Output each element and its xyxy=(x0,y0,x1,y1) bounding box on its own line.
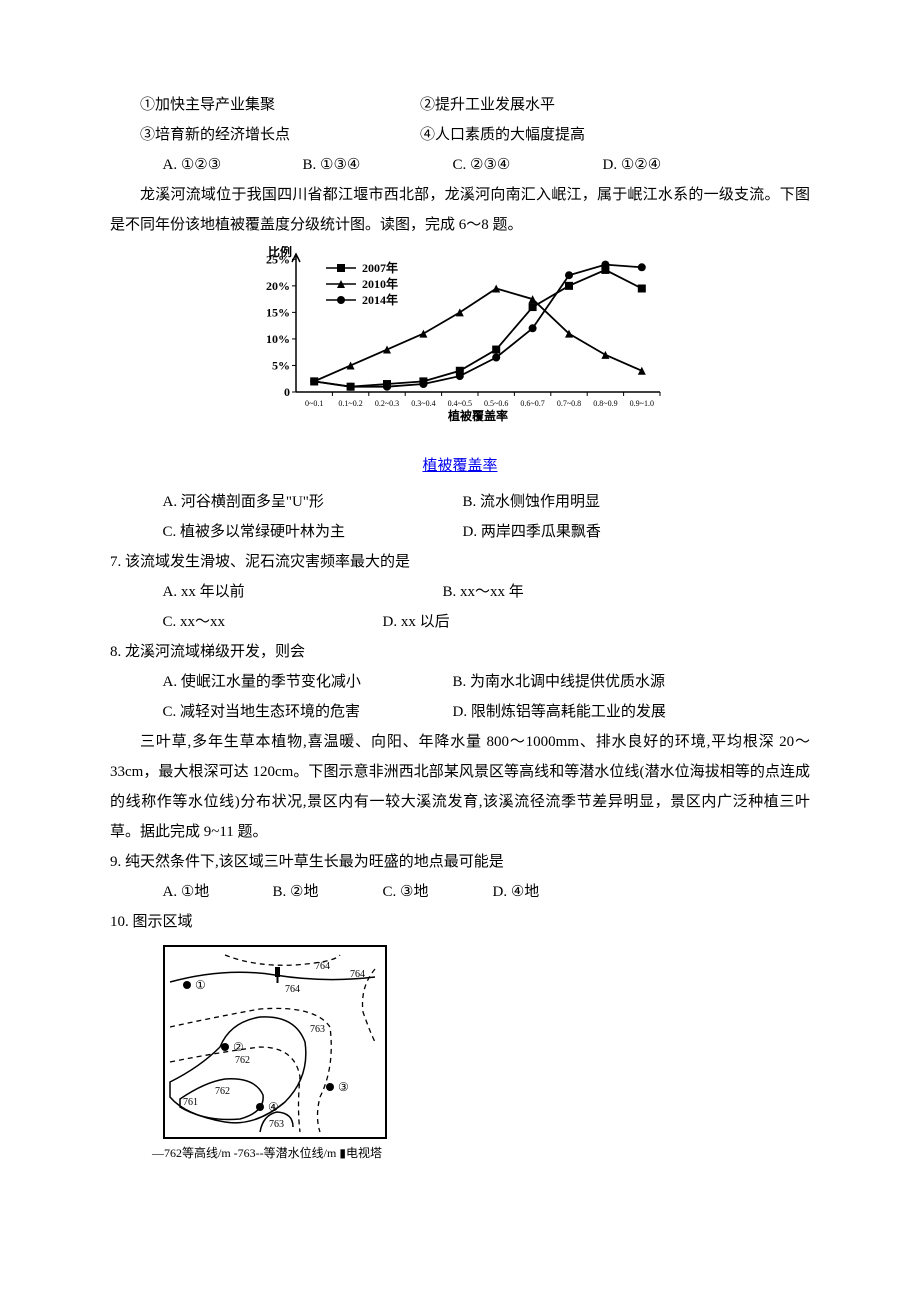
svg-text:5%: 5% xyxy=(272,358,290,372)
svg-text:0~0.1: 0~0.1 xyxy=(305,399,323,408)
q8-a: A. 使岷江水量的季节变化减小 xyxy=(163,667,453,697)
svg-text:15%: 15% xyxy=(266,305,290,319)
svg-text:①: ① xyxy=(195,978,206,992)
q6-a: A. 河谷横剖面多呈"U"形 xyxy=(163,487,463,517)
passage1: 龙溪河流域位于我国四川省都江堰市西北部，龙溪河向南汇入岷江，属于岷江水系的一级支… xyxy=(110,180,810,240)
q8-d: D. 限制炼铝等高耗能工业的发展 xyxy=(453,697,666,727)
svg-text:2007年: 2007年 xyxy=(362,260,398,275)
svg-text:②: ② xyxy=(233,1040,244,1054)
chart-svg: 比例05%10%15%20%25%0~0.10.1~0.20.2~0.30.3~… xyxy=(250,246,670,436)
q10-stem: 10. 图示区域 xyxy=(110,907,810,937)
svg-text:③: ③ xyxy=(338,1080,349,1094)
q8-row1: A. 使岷江水量的季节变化减小 B. 为南水北调中线提供优质水源 xyxy=(110,667,810,697)
svg-text:20%: 20% xyxy=(266,279,290,293)
q7-row2: C. xx～xx D. xx 以后 xyxy=(110,607,810,637)
q6-b: B. 流水侧蚀作用明显 xyxy=(463,487,601,517)
q8-c: C. 减轻对当地生态环境的危害 xyxy=(163,697,453,727)
q8-stem: 8. 龙溪河流域梯级开发，则会 xyxy=(110,637,810,667)
svg-text:764: 764 xyxy=(285,984,300,995)
q7-stem: 7. 该流域发生滑坡、泥石流灾害频率最大的是 xyxy=(110,547,810,577)
legend-dashed-label: 等潜水位线/m xyxy=(264,1146,337,1160)
svg-text:0.5~0.6: 0.5~0.6 xyxy=(484,399,508,408)
stem-opt-4: ④人口素质的大幅度提高 xyxy=(390,120,585,150)
svg-text:④: ④ xyxy=(268,1100,279,1114)
vegetation-chart: 比例05%10%15%20%25%0~0.10.1~0.20.2~0.30.3~… xyxy=(250,246,670,447)
opt-a: A. ①②③ xyxy=(163,150,303,180)
q6-row2: C. 植被多以常绿硬叶林为主 D. 两岸四季瓜果飘香 xyxy=(110,517,810,547)
chart-caption: 植被覆盖率 xyxy=(110,451,810,481)
q7-c: C. xx～xx xyxy=(163,607,383,637)
q9-stem: 9. 纯天然条件下,该区域三叶草生长最为旺盛的地点最可能是 xyxy=(110,847,810,877)
legend-solid-prefix: —762 xyxy=(152,1146,182,1160)
svg-text:762: 762 xyxy=(215,1086,230,1097)
q7-a: A. xx 年以前 xyxy=(163,577,443,607)
svg-text:0.9~1.0: 0.9~1.0 xyxy=(630,399,654,408)
stem-opt-1: ①加快主导产业集聚 xyxy=(110,90,390,120)
stem-options-row2: ③培育新的经济增长点 ④人口素质的大幅度提高 xyxy=(110,120,810,150)
stem-opt-3: ③培育新的经济增长点 xyxy=(110,120,390,150)
legend-dashed-prefix: -763-- xyxy=(234,1146,264,1160)
map-svg: 764 764 764 763 762 762 761 763 ① ② ③ ④ xyxy=(165,947,381,1133)
opt-d: D. ①②④ xyxy=(603,150,662,180)
tower-icon: ▮ xyxy=(339,1146,346,1160)
abcd-row: A. ①②③ B. ①③④ C. ②③④ D. ①②④ xyxy=(110,150,810,180)
stem-options-row1: ①加快主导产业集聚 ②提升工业发展水平 xyxy=(110,90,810,120)
svg-text:25%: 25% xyxy=(266,252,290,266)
svg-text:762: 762 xyxy=(235,1055,250,1066)
svg-text:763: 763 xyxy=(310,1024,325,1035)
svg-text:植被覆盖率: 植被覆盖率 xyxy=(447,408,508,423)
legend-solid-label: 等高线/m xyxy=(182,1146,231,1160)
q7-b: B. xx～xx 年 xyxy=(443,577,524,607)
svg-text:2010年: 2010年 xyxy=(362,276,398,291)
svg-text:0.6~0.7: 0.6~0.7 xyxy=(520,399,544,408)
q9-row: A. ①地 B. ②地 C. ③地 D. ④地 xyxy=(110,877,810,907)
svg-text:764: 764 xyxy=(315,961,330,972)
svg-text:763: 763 xyxy=(269,1119,284,1130)
q6-d: D. 两岸四季瓜果飘香 xyxy=(463,517,601,547)
q9-d: D. ④地 xyxy=(493,877,540,907)
q7-row1: A. xx 年以前 B. xx～xx 年 xyxy=(110,577,810,607)
passage2: 三叶草,多年生草本植物,喜温暖、向阳、年降水量 800～1000mm、排水良好的… xyxy=(110,727,810,847)
svg-text:2014年: 2014年 xyxy=(362,292,398,307)
svg-text:761: 761 xyxy=(183,1097,198,1108)
stem-opt-2: ②提升工业发展水平 xyxy=(390,90,555,120)
q6-row1: A. 河谷横剖面多呈"U"形 B. 流水侧蚀作用明显 xyxy=(110,487,810,517)
q9-b: B. ②地 xyxy=(273,877,383,907)
svg-text:0.3~0.4: 0.3~0.4 xyxy=(411,399,435,408)
svg-text:0.1~0.2: 0.1~0.2 xyxy=(338,399,362,408)
legend-tower-label: 电视塔 xyxy=(346,1146,382,1160)
svg-text:0.7~0.8: 0.7~0.8 xyxy=(557,399,581,408)
svg-text:0.8~0.9: 0.8~0.9 xyxy=(593,399,617,408)
opt-b: B. ①③④ xyxy=(303,150,453,180)
q9-a: A. ①地 xyxy=(163,877,273,907)
contour-map: 764 764 764 763 762 762 761 763 ① ② ③ ④ xyxy=(163,945,387,1139)
svg-text:10%: 10% xyxy=(266,332,290,346)
map-caption: —762等高线/m -763--等潜水位线/m ▮电视塔 xyxy=(110,1141,810,1165)
svg-text:0.4~0.5: 0.4~0.5 xyxy=(448,399,472,408)
q8-b: B. 为南水北调中线提供优质水源 xyxy=(453,667,666,697)
q6-c: C. 植被多以常绿硬叶林为主 xyxy=(163,517,463,547)
svg-text:0.2~0.3: 0.2~0.3 xyxy=(375,399,399,408)
svg-text:764: 764 xyxy=(350,969,365,980)
q9-c: C. ③地 xyxy=(383,877,493,907)
svg-text:0: 0 xyxy=(284,385,290,399)
q7-d: D. xx 以后 xyxy=(383,607,450,637)
opt-c: C. ②③④ xyxy=(453,150,603,180)
q8-row2: C. 减轻对当地生态环境的危害 D. 限制炼铝等高耗能工业的发展 xyxy=(110,697,810,727)
